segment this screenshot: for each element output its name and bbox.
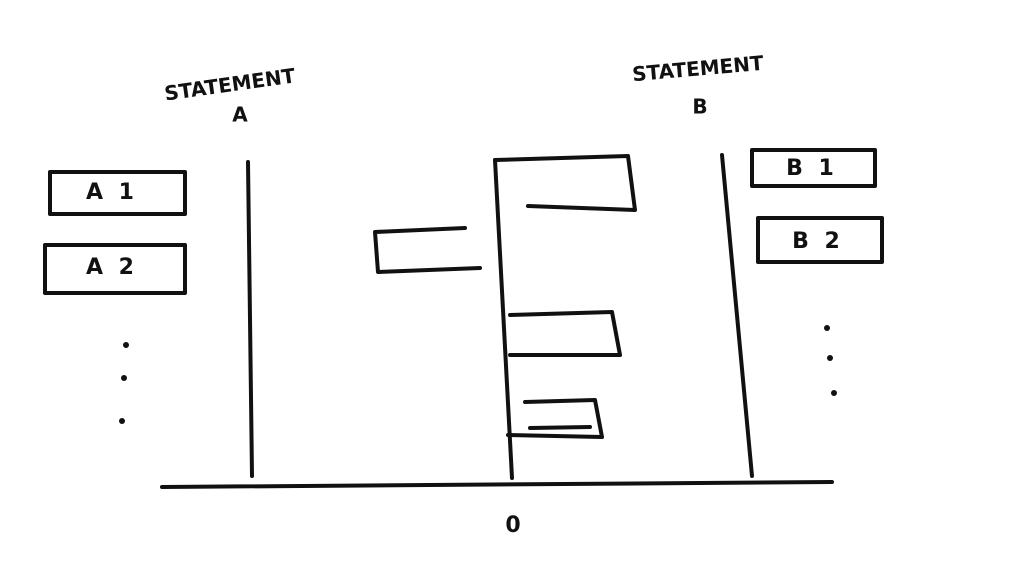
statement-b-letter: B [692, 95, 707, 119]
bar-right [493, 154, 637, 212]
statement-a-letter: A [232, 103, 248, 127]
label-a1: A 1 [86, 180, 138, 205]
bar-left [373, 226, 482, 274]
label-box [43, 243, 187, 295]
label-box [48, 170, 187, 216]
label-a2: A 2 [86, 255, 138, 280]
baseline [160, 480, 834, 489]
divider [246, 160, 254, 478]
origin-label: 0 [505, 513, 520, 538]
bar-right [506, 398, 604, 439]
ellipsis [824, 325, 837, 396]
ellipsis [119, 342, 129, 424]
label-b2: B 2 [792, 229, 844, 254]
label-box [756, 216, 884, 264]
zero-axis [493, 158, 514, 480]
divider [720, 153, 754, 478]
label-box [750, 148, 877, 188]
bar-right [508, 310, 622, 357]
label-b1: B 1 [786, 156, 838, 181]
